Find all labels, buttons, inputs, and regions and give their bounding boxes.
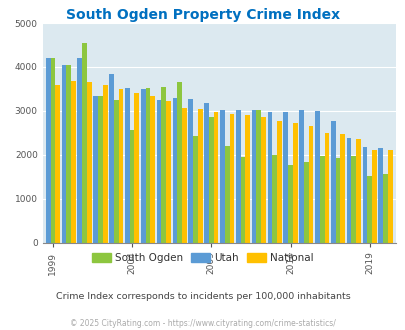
- Bar: [292, 123, 297, 243]
- Bar: [172, 98, 177, 243]
- Bar: [240, 157, 245, 243]
- Bar: [145, 88, 150, 243]
- Bar: [102, 84, 107, 243]
- Bar: [71, 82, 76, 243]
- Bar: [351, 156, 355, 243]
- Bar: [141, 89, 145, 243]
- Text: © 2025 CityRating.com - https://www.cityrating.com/crime-statistics/: © 2025 CityRating.com - https://www.city…: [70, 319, 335, 328]
- Bar: [161, 87, 166, 243]
- Bar: [46, 58, 51, 243]
- Bar: [235, 110, 240, 243]
- Bar: [77, 58, 82, 243]
- Bar: [387, 150, 392, 243]
- Bar: [335, 158, 339, 243]
- Bar: [224, 146, 229, 243]
- Bar: [109, 74, 114, 243]
- Bar: [267, 112, 272, 243]
- Bar: [382, 174, 387, 243]
- Bar: [276, 121, 281, 243]
- Bar: [98, 95, 102, 243]
- Bar: [51, 58, 55, 243]
- Text: Crime Index corresponds to incidents per 100,000 inhabitants: Crime Index corresponds to incidents per…: [55, 292, 350, 301]
- Bar: [339, 134, 344, 243]
- Bar: [193, 136, 197, 243]
- Bar: [118, 89, 123, 243]
- Bar: [377, 148, 382, 243]
- Bar: [260, 116, 265, 243]
- Bar: [288, 165, 292, 243]
- Bar: [125, 88, 130, 243]
- Bar: [355, 139, 360, 243]
- Bar: [62, 65, 66, 243]
- Bar: [371, 150, 376, 243]
- Bar: [272, 155, 276, 243]
- Bar: [166, 101, 171, 243]
- Bar: [197, 109, 202, 243]
- Bar: [188, 99, 193, 243]
- Bar: [209, 117, 213, 243]
- Bar: [251, 110, 256, 243]
- Bar: [156, 100, 161, 243]
- Bar: [87, 82, 92, 243]
- Bar: [362, 147, 367, 243]
- Bar: [283, 112, 288, 243]
- Bar: [55, 84, 60, 243]
- Bar: [314, 111, 319, 243]
- Bar: [229, 114, 234, 243]
- Bar: [134, 93, 139, 243]
- Bar: [150, 96, 155, 243]
- Bar: [93, 95, 98, 243]
- Bar: [220, 111, 224, 243]
- Text: South Ogden Property Crime Index: South Ogden Property Crime Index: [66, 8, 339, 22]
- Bar: [256, 111, 260, 243]
- Bar: [114, 100, 118, 243]
- Bar: [66, 65, 71, 243]
- Bar: [177, 82, 181, 243]
- Bar: [346, 138, 351, 243]
- Bar: [308, 126, 313, 243]
- Legend: South Ogden, Utah, National: South Ogden, Utah, National: [88, 249, 317, 267]
- Bar: [303, 162, 308, 243]
- Bar: [82, 43, 87, 243]
- Bar: [298, 110, 303, 243]
- Bar: [130, 130, 134, 243]
- Bar: [213, 112, 218, 243]
- Bar: [181, 108, 186, 243]
- Bar: [367, 176, 371, 243]
- Bar: [204, 103, 209, 243]
- Bar: [324, 133, 328, 243]
- Bar: [245, 115, 249, 243]
- Bar: [319, 156, 324, 243]
- Bar: [330, 121, 335, 243]
